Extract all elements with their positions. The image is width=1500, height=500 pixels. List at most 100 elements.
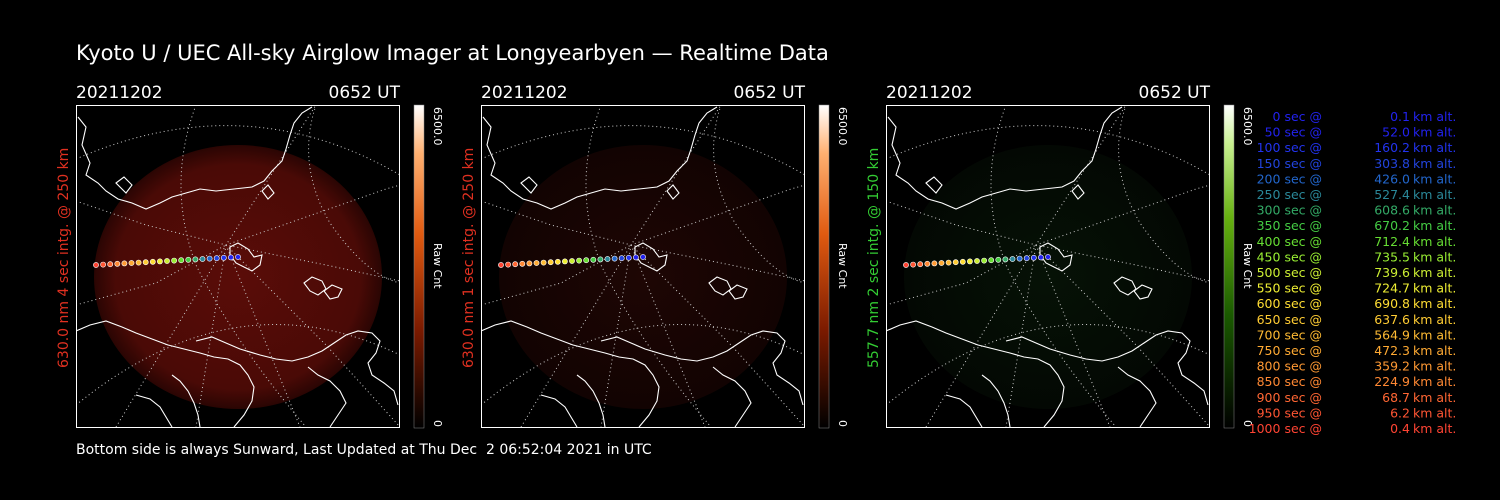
legend-time: 750 sec @ [1257,343,1322,358]
trajectory-point [562,258,568,265]
trajectory-point [938,260,945,266]
colorbar-unit-label: Raw Cnt [431,243,444,289]
trajectory-point [981,257,987,264]
legend-unit: km alt. [1413,109,1456,124]
trajectory-point [569,258,575,264]
map-area [886,105,1210,428]
legend-alt: 426.0 [1374,171,1410,186]
trajectory-point [1016,255,1023,262]
trajectory-point [1045,254,1051,260]
trajectory-point [597,256,604,263]
legend-row: 450 sec @ 735.5 km alt. [1257,249,1457,264]
legend-alt: 0.1 [1390,109,1410,124]
legend-unit: km alt. [1413,249,1456,264]
colorbar-max-label: 6500.0 [431,107,444,146]
trajectory-point [959,258,966,265]
legend-time: 300 sec @ [1257,203,1322,218]
legend-time: 450 sec @ [1257,249,1322,264]
legend-unit: km alt. [1413,125,1456,140]
legend-alt: 527.4 [1374,187,1410,202]
panel-time: 0652 UT [329,83,401,103]
coastline [634,242,668,272]
legend-alt: 68.7 [1382,390,1410,405]
trajectory-point [995,256,1002,263]
trajectory-point [1002,256,1009,263]
legend-unit: km alt. [1413,265,1456,280]
legend-row: 300 sec @ 608.6 km alt. [1257,203,1457,218]
legend-unit: km alt. [1413,421,1456,436]
airglow-disk [904,145,1192,409]
coastline [945,394,983,428]
trajectory-point [633,254,639,261]
legend-alt: 712.4 [1374,234,1410,249]
panel-date: 20211202 [76,83,163,103]
trajectory-point [100,261,106,268]
legend-alt: 359.2 [1374,359,1410,374]
legend-unit: km alt. [1413,359,1456,374]
grid-arc [886,324,1210,406]
legend-time: 800 sec @ [1257,359,1322,374]
colorbar-ramp [1223,104,1235,429]
trajectory-point [185,256,192,263]
legend-row: 550 sec @ 724.7 km alt. [1257,281,1457,296]
legend-unit: km alt. [1413,281,1456,296]
legend-time: 600 sec @ [1257,296,1322,311]
legend-time: 550 sec @ [1257,281,1322,296]
legend-time: 850 sec @ [1257,374,1322,389]
coastline [540,394,578,428]
airglow-disk [499,145,787,409]
panel-time: 0652 UT [734,83,806,103]
legend-alt: 637.6 [1374,312,1410,327]
trajectory-point [114,260,121,267]
map-content [76,105,400,428]
legend-time: 650 sec @ [1257,312,1322,327]
trajectory-point [554,258,561,265]
colorbar: 6500.0 Raw Cnt 0 [818,104,849,429]
colorbar-min-label: 0 [431,420,444,427]
legend-time: 900 sec @ [1257,390,1322,405]
legend-alt: 608.6 [1374,203,1410,218]
image-panel-1: 20211202 0652 UT 630.0 nm 4 sec intg. @ 25… [56,83,401,428]
colorbar: 6500.0 Raw Cnt 0 [1223,104,1254,429]
legend-time: 700 sec @ [1257,327,1322,342]
legend-time: 0 sec @ [1273,109,1322,124]
trajectory-point [93,262,99,268]
legend-alt: 735.5 [1374,249,1410,264]
map-frame [76,105,400,428]
trajectory-point [590,256,597,263]
legend-unit: km alt. [1413,156,1456,171]
legend-row: 750 sec @ 472.3 km alt. [1257,343,1457,358]
coastline [77,106,313,210]
colorbar-ramp [818,104,830,429]
grid-line [630,184,805,246]
legend-time: 350 sec @ [1257,218,1322,233]
trajectory-point [618,255,625,262]
coastline [261,184,275,200]
trajectory-point [1038,254,1044,261]
legend-row: 900 sec @ 68.7 km alt. [1257,390,1457,405]
legend-alt: 739.6 [1374,265,1410,280]
legend-alt: 160.2 [1374,140,1410,155]
map-area [76,105,400,428]
page-title: Kyoto U / UEC All-sky Airglow Imager at … [76,41,829,65]
legend-time: 400 sec @ [1257,234,1322,249]
legend-row: 950 sec @ 6.2 km alt. [1257,405,1457,420]
legend-alt: 472.3 [1374,343,1410,358]
legend-unit: km alt. [1413,171,1456,186]
grid-arc [76,324,400,406]
coastline [728,284,748,300]
coastline [981,374,1011,428]
trajectory-legend: 0 sec @0.1 km alt.50 sec @52.0 km alt.100 … [1249,109,1457,436]
trajectory-point [164,258,170,264]
legend-row: 650 sec @ 637.6 km alt. [1257,312,1457,327]
legend-unit: km alt. [1413,374,1456,389]
colorbar-unit-label: Raw Cnt [836,243,849,289]
legend-row: 850 sec @ 224.9 km alt. [1257,374,1457,389]
trajectory-point [967,258,973,265]
legend-time: 250 sec @ [1257,187,1322,202]
legend-time: 500 sec @ [1257,265,1322,280]
panel-date: 20211202 [886,83,973,103]
legend-row: 200 sec @ 426.0 km alt. [1257,171,1457,186]
